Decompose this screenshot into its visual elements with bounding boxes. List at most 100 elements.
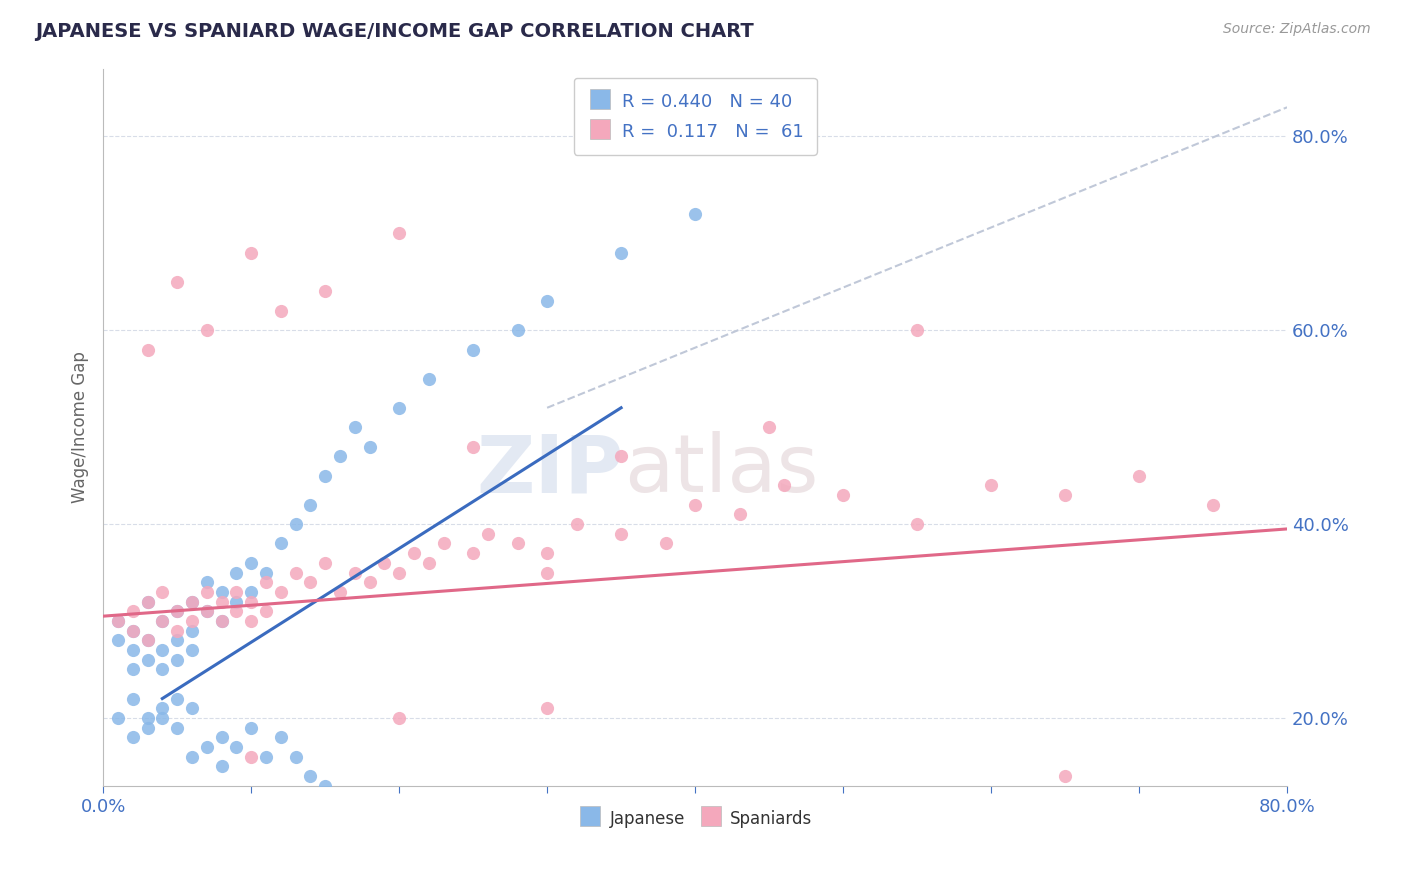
Point xyxy=(121,624,143,638)
Point xyxy=(270,731,292,745)
Point xyxy=(536,566,558,580)
Point xyxy=(225,604,247,618)
Point xyxy=(181,594,204,608)
Point xyxy=(136,594,159,608)
Point xyxy=(166,633,188,648)
Point xyxy=(195,604,218,618)
Point xyxy=(136,653,159,667)
Point xyxy=(1054,488,1077,502)
Point xyxy=(181,624,204,638)
Point xyxy=(314,468,336,483)
Point xyxy=(418,556,440,570)
Point xyxy=(211,731,233,745)
Point xyxy=(136,633,159,648)
Point xyxy=(166,653,188,667)
Point xyxy=(136,633,159,648)
Point xyxy=(181,594,204,608)
Point xyxy=(150,585,173,599)
Point xyxy=(683,498,706,512)
Point xyxy=(254,575,277,590)
Point xyxy=(461,343,484,357)
Point xyxy=(150,701,173,715)
Point xyxy=(388,566,411,580)
Point xyxy=(284,566,307,580)
Point xyxy=(758,420,780,434)
Point xyxy=(461,440,484,454)
Point xyxy=(166,721,188,735)
Point xyxy=(195,739,218,754)
Point xyxy=(121,731,143,745)
Point xyxy=(832,488,855,502)
Point xyxy=(136,721,159,735)
Point xyxy=(211,614,233,628)
Point xyxy=(980,478,1002,492)
Point xyxy=(240,594,263,608)
Point xyxy=(166,604,188,618)
Point xyxy=(121,691,143,706)
Point xyxy=(610,449,633,463)
Point xyxy=(299,769,322,783)
Point xyxy=(418,372,440,386)
Point xyxy=(565,517,588,532)
Point xyxy=(359,575,381,590)
Point xyxy=(181,643,204,657)
Point xyxy=(506,323,529,337)
Point xyxy=(107,633,129,648)
Text: Source: ZipAtlas.com: Source: ZipAtlas.com xyxy=(1223,22,1371,37)
Point xyxy=(329,585,352,599)
Point xyxy=(195,604,218,618)
Point xyxy=(240,245,263,260)
Point xyxy=(240,585,263,599)
Point xyxy=(373,556,395,570)
Point xyxy=(683,207,706,221)
Point xyxy=(136,343,159,357)
Point xyxy=(240,556,263,570)
Point xyxy=(150,663,173,677)
Point xyxy=(284,517,307,532)
Point xyxy=(121,663,143,677)
Point xyxy=(388,401,411,415)
Point xyxy=(195,323,218,337)
Point xyxy=(506,536,529,550)
Point xyxy=(166,691,188,706)
Point xyxy=(343,566,366,580)
Point xyxy=(211,614,233,628)
Text: atlas: atlas xyxy=(624,431,818,509)
Point xyxy=(166,624,188,638)
Point xyxy=(284,749,307,764)
Point xyxy=(150,614,173,628)
Point xyxy=(432,536,454,550)
Point xyxy=(136,594,159,608)
Point xyxy=(402,546,425,560)
Point xyxy=(905,323,928,337)
Y-axis label: Wage/Income Gap: Wage/Income Gap xyxy=(72,351,89,503)
Point xyxy=(166,275,188,289)
Point xyxy=(225,594,247,608)
Point xyxy=(121,624,143,638)
Point xyxy=(107,614,129,628)
Point xyxy=(388,227,411,241)
Point xyxy=(211,594,233,608)
Point xyxy=(1054,769,1077,783)
Point xyxy=(225,566,247,580)
Point xyxy=(773,478,796,492)
Point xyxy=(299,498,322,512)
Point xyxy=(329,449,352,463)
Point xyxy=(461,546,484,560)
Point xyxy=(905,517,928,532)
Point xyxy=(107,711,129,725)
Point xyxy=(536,294,558,309)
Point xyxy=(240,749,263,764)
Point xyxy=(1202,498,1225,512)
Point xyxy=(195,585,218,599)
Point xyxy=(270,303,292,318)
Point xyxy=(150,614,173,628)
Point xyxy=(225,585,247,599)
Point xyxy=(150,711,173,725)
Point xyxy=(270,536,292,550)
Point xyxy=(121,643,143,657)
Point xyxy=(240,614,263,628)
Point xyxy=(610,245,633,260)
Point xyxy=(270,585,292,599)
Point xyxy=(181,614,204,628)
